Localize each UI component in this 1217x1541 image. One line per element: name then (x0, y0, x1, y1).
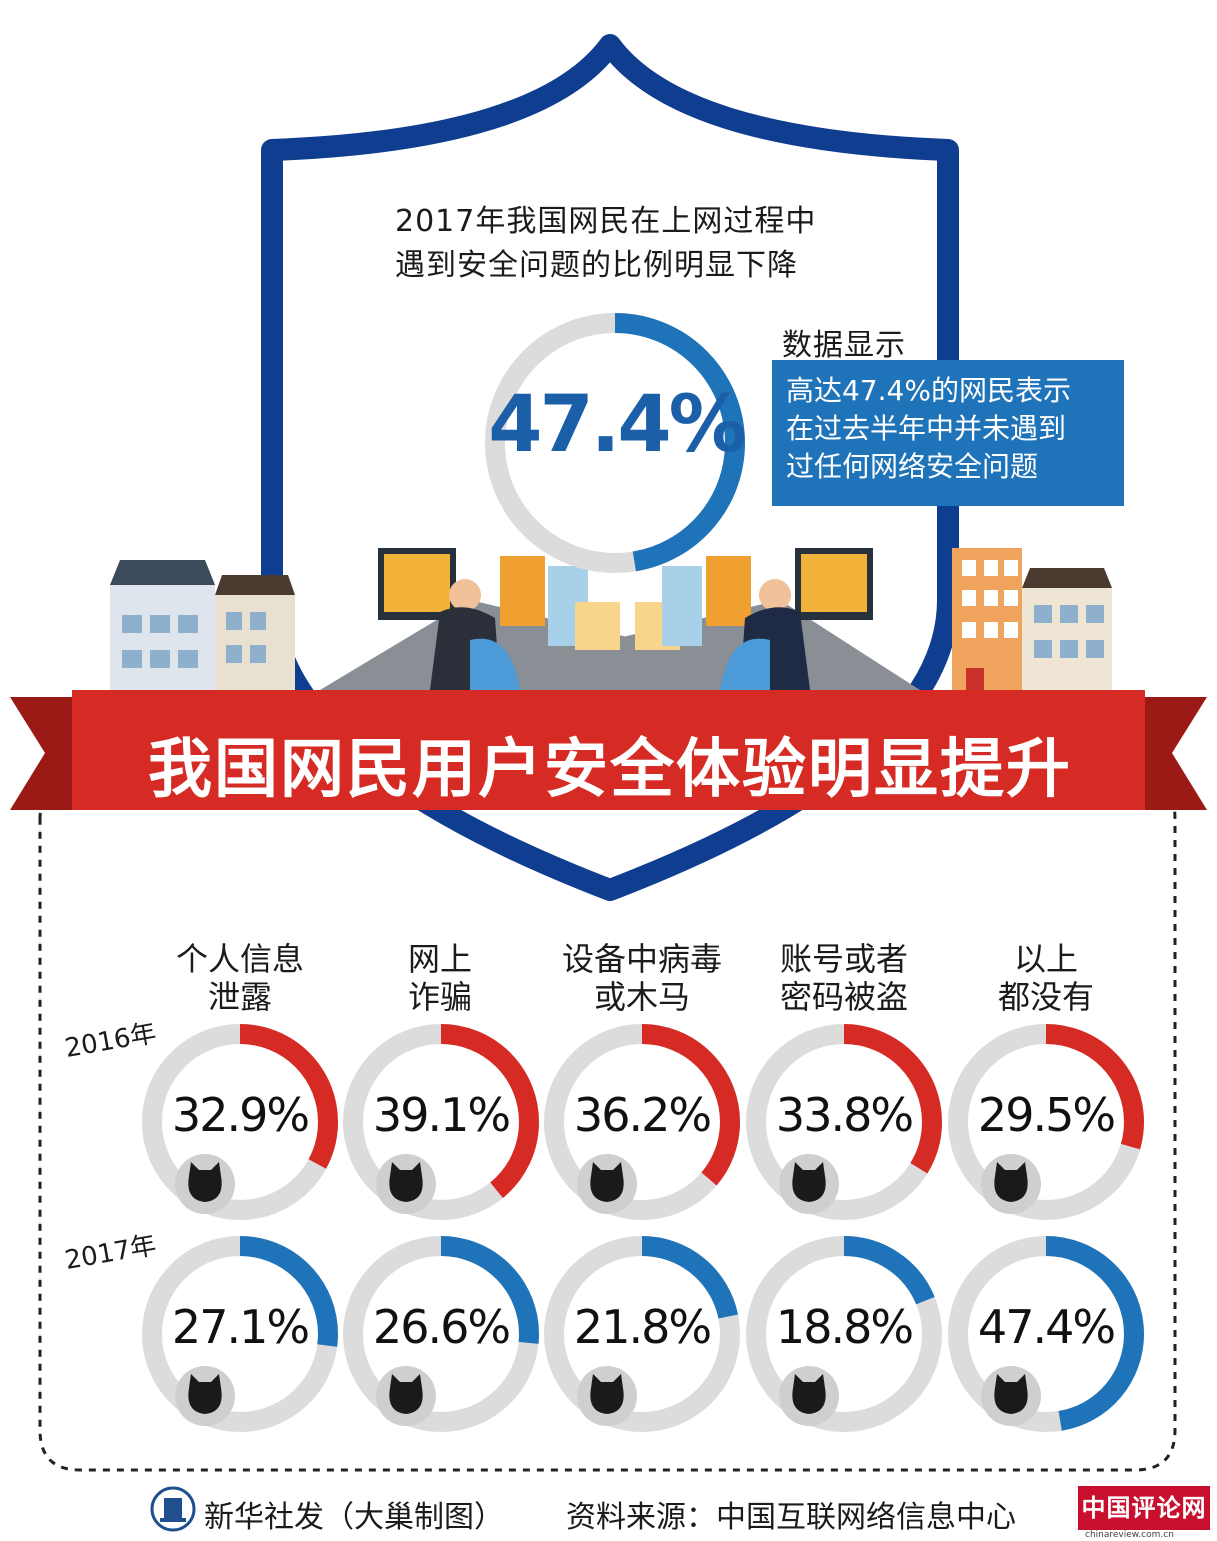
donut-arc (142, 1024, 338, 1220)
category-label-line: 密码被盗 (779, 978, 908, 1016)
ring-value-label: 29.5% (977, 1088, 1116, 1142)
donut-ring (142, 1236, 338, 1432)
donut-arc (746, 1236, 942, 1432)
callout-label: 数据显示 (782, 328, 906, 363)
cat-icon (188, 1162, 222, 1202)
category-label: 以上 都没有 (946, 940, 1146, 1016)
category-label-line: 都没有 (997, 978, 1094, 1016)
ring-value-label: 21.8% (573, 1300, 712, 1354)
category-label: 网上 诈骗 (340, 940, 540, 1016)
category-label: 个人信息 泄露 (140, 940, 340, 1016)
cat-icon (994, 1162, 1028, 1202)
category-label-line: 设备中病毒 (561, 940, 722, 978)
donut-ring (746, 1024, 942, 1220)
cat-icon (590, 1374, 624, 1414)
donut-arc (746, 1024, 942, 1220)
cat-icon (792, 1162, 826, 1202)
donut-ring (343, 1236, 539, 1432)
brand-logo: 中国评论网 (1078, 1486, 1210, 1530)
donut-ring (544, 1024, 740, 1220)
donut-arc (544, 1236, 740, 1432)
brand-url: chinareview.com.cn (1085, 1530, 1174, 1540)
category-label-line: 账号或者 (779, 940, 908, 978)
cat-icon (389, 1374, 423, 1414)
building-right-icon (952, 548, 1112, 698)
callout-line-2: 在过去半年中并未遇到 (786, 412, 1067, 445)
cat-icon (389, 1162, 423, 1202)
cat-icon (590, 1162, 624, 1202)
footer-credit: 新华社发（大巢制图） (204, 1500, 504, 1535)
donut-ring (142, 1024, 338, 1220)
ring-value-label: 33.8% (775, 1088, 914, 1142)
ring-value-label: 18.8% (775, 1300, 914, 1354)
category-label: 账号或者 密码被盗 (744, 940, 944, 1016)
office-workers-illustration (320, 548, 920, 700)
banner-ribbon (10, 690, 1207, 810)
banner-title: 我国网民用户安全体验明显提升 (148, 733, 1072, 807)
category-label: 设备中病毒 或木马 (542, 940, 742, 1016)
callout-box: 高达47.4%的网民表示 在过去半年中并未遇到 过任何网络安全问题 (772, 360, 1124, 506)
category-label-line: 诈骗 (407, 978, 472, 1016)
hero-title-line2: 遇到安全问题的比例明显下降 (395, 248, 798, 283)
donut-arc (343, 1236, 539, 1432)
footer-source: 资料来源：中国互联网络信息中心 (566, 1500, 1016, 1535)
ring-value-label: 39.1% (372, 1088, 511, 1142)
ring-value-label: 47.4% (977, 1300, 1116, 1354)
category-label-line: 泄露 (207, 978, 272, 1016)
donut-arc (544, 1024, 740, 1220)
cat-icon (188, 1374, 222, 1414)
donut-arc (142, 1236, 338, 1432)
ring-value-label: 26.6% (372, 1300, 511, 1354)
donut-ring (544, 1236, 740, 1432)
donut-ring (948, 1024, 1144, 1220)
donut-ring (948, 1236, 1144, 1432)
category-label-line: 或木马 (593, 978, 690, 1016)
hero-ring (485, 313, 745, 573)
category-label-line: 以上 (1013, 940, 1078, 978)
xinhua-logo-icon (150, 1486, 196, 1532)
ring-value-label: 36.2% (573, 1088, 712, 1142)
category-label-line: 个人信息 (175, 940, 304, 978)
hero-percentage: 47.4% (488, 380, 747, 470)
donut-chart (142, 1024, 1144, 1432)
callout-line-3: 过任何网络安全问题 (786, 450, 1039, 483)
ring-value-label: 27.1% (171, 1300, 310, 1354)
donut-arc (948, 1024, 1144, 1220)
hero-title: 2017年我国网民在上网过程中 遇到安全问题的比例明显下降 (395, 200, 855, 288)
category-label-line: 网上 (407, 940, 472, 978)
donut-arc (948, 1236, 1144, 1432)
donut-ring (343, 1024, 539, 1220)
donut-ring (746, 1236, 942, 1432)
cat-icon (994, 1374, 1028, 1414)
cat-icon (792, 1374, 826, 1414)
hero-ring-arc (485, 313, 745, 573)
building-left-icon (110, 560, 295, 695)
callout-line-1: 高达47.4%的网民表示 (786, 374, 1071, 407)
ring-value-label: 32.9% (171, 1088, 310, 1142)
donut-arc (343, 1024, 539, 1220)
hero-title-line1: 2017年我国网民在上网过程中 (395, 204, 817, 239)
